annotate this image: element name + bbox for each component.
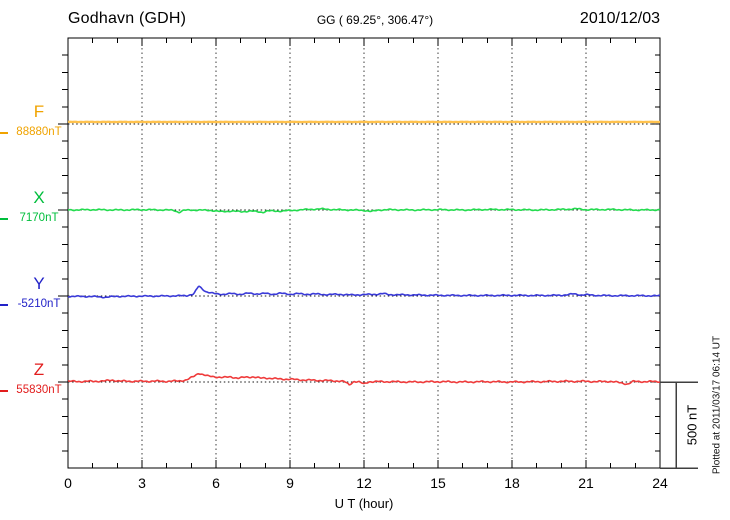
series-marker-dash-Y <box>0 304 8 306</box>
scale-bar-label: 500 nT <box>684 404 700 446</box>
trace-Y <box>67 285 661 299</box>
trace-Z <box>67 373 661 386</box>
station-title: Godhavn (GDH) <box>68 10 187 27</box>
x-tick-label-6: 6 <box>212 475 220 491</box>
plotted-at-note: Plotted at 2011/03/17 06:14 UT <box>711 335 723 475</box>
series-name-X: X <box>33 188 45 207</box>
x-tick-label-24: 24 <box>652 475 668 491</box>
series-baseline-value-Z: 55830nT <box>16 384 62 396</box>
x-tick-label-21: 21 <box>578 475 594 491</box>
x-axis-label: U T (hour) <box>334 496 394 511</box>
x-tick-label-12: 12 <box>356 475 372 491</box>
series-name-F: F <box>33 102 45 121</box>
series-marker-dash-Z <box>0 390 8 392</box>
trace-X <box>67 207 661 214</box>
series-baseline-value-Y: -5210nT <box>17 298 61 310</box>
series-baseline-value-X: 7170nT <box>19 212 59 224</box>
series-baseline-value-F: 88880nT <box>16 126 62 138</box>
x-tick-label-18: 18 <box>504 475 520 491</box>
x-tick-label-3: 3 <box>138 475 146 491</box>
x-tick-label-15: 15 <box>430 475 446 491</box>
x-tick-label-9: 9 <box>286 475 294 491</box>
station-coordinates: GG ( 69.25°, 306.47°) <box>316 13 434 27</box>
series-marker-dash-F <box>0 132 8 134</box>
series-marker-dash-X <box>0 218 8 220</box>
series-name-Z: Z <box>33 360 45 379</box>
plot-date: 2010/12/03 <box>579 10 660 27</box>
series-name-Y: Y <box>33 274 45 293</box>
x-tick-label-0: 0 <box>64 475 72 491</box>
